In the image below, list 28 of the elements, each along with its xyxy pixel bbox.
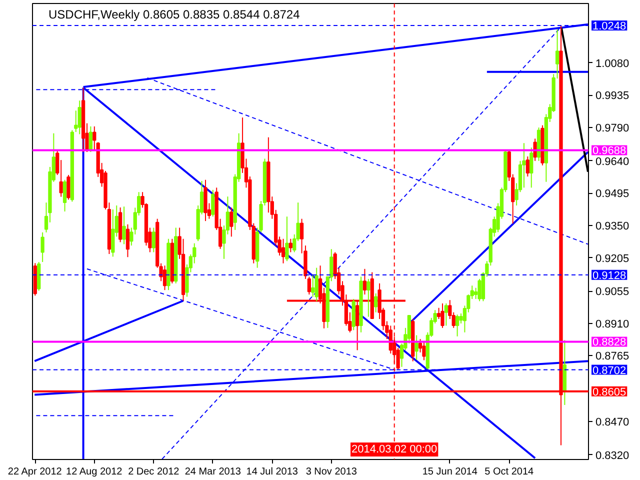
ref-line-label: 0.9688 <box>592 145 626 158</box>
x-tick-label: 24 Mar 2013 <box>184 466 242 478</box>
ref-line-label: 2014.03.02 00:00 <box>352 444 438 456</box>
x-tick-label: 15 Jun 2014 <box>422 466 478 478</box>
ref-line-label: 1.0248 <box>592 20 626 33</box>
y-tick-label: 0.9790 <box>596 122 630 135</box>
y-tick-label: 0.9350 <box>596 220 630 232</box>
y-tick-label: 0.8320 <box>596 450 630 462</box>
y-tick-label: 0.9055 <box>596 286 630 298</box>
ref-line-label: 0.9128 <box>592 270 626 282</box>
x-tick-label: 22 Apr 2012 <box>8 466 62 478</box>
ref-line-label: 0.8605 <box>592 386 626 398</box>
x-tick-label: 12 Aug 2012 <box>66 466 123 478</box>
y-tick-label: 0.9640 <box>596 156 630 168</box>
ref-line-label: 0.8702 <box>592 364 626 377</box>
y-tick-label: 1.0080 <box>596 58 630 70</box>
y-tick-label: 0.8910 <box>596 318 630 330</box>
x-tick-label: 5 Oct 2014 <box>484 466 534 478</box>
y-tick-label: 0.9495 <box>596 188 630 200</box>
ref-line-label: 0.8828 <box>592 336 626 349</box>
y-tick-label: 0.9205 <box>596 252 630 265</box>
x-tick-label: 2 Dec 2012 <box>128 466 180 478</box>
x-tick-label: 14 Jul 2013 <box>246 466 298 478</box>
y-tick-label: 0.8765 <box>596 350 630 363</box>
chart-title: USDCHF,Weekly 0.8605 0.8835 0.8544 0.8724 <box>48 8 300 22</box>
y-tick-label: 0.9935 <box>596 90 630 102</box>
y-tick-label: 0.8470 <box>596 416 630 428</box>
x-tick-label: 3 Nov 2013 <box>306 466 358 478</box>
